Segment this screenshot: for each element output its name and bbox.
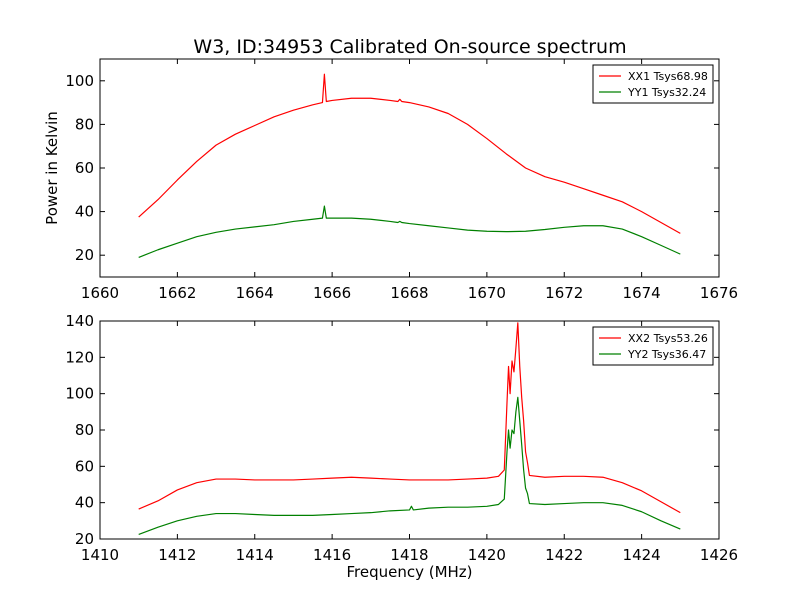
chart0-legend-box [592,64,714,104]
chart0-xtick-label-6: 1672 [545,284,583,302]
chart1-ytick-label-3: 80 [75,421,94,439]
chart0-ytick-label-4: 100 [65,72,94,90]
chart1-ytick-label-5: 120 [65,348,94,366]
chart0-xtick-label-1: 1662 [158,284,196,302]
chart1-xlabel: Frequency (MHz) [346,563,472,581]
chart0-ytick-label-1: 40 [75,203,94,221]
chart1-xtick-label-7: 1424 [623,546,661,564]
chart0-legend-label-1: YY1 Tsys32.24 [627,86,706,99]
chart0-ytick-label-3: 80 [75,115,94,133]
chart1-xtick-label-4: 1418 [390,546,428,564]
chart1-ytick-label-0: 20 [75,530,94,548]
chart1-xtick-label-6: 1422 [545,546,583,564]
bottom-spectrum-panel: 1410 1412 1414 1416 1418 1420 1422 1424 1426 20 40… [65,312,738,581]
chart0-xtick-label-8: 1676 [700,284,738,302]
chart1-ytick-label-2: 60 [75,457,94,475]
chart0-series-0-line [138,73,681,234]
chart1-ytick-label-6: 140 [65,312,94,330]
chart1-legend-label-0: XX2 Tsys53.26 [628,332,708,345]
chart1-xtick-label-0: 1410 [81,546,119,564]
chart0-xtick-label-5: 1670 [468,284,506,302]
chart1-xtick-label-3: 1416 [313,546,351,564]
chart1-xtick-label-1: 1412 [158,546,196,564]
chart1-xtick-label-5: 1420 [468,546,506,564]
chart0-xtick-label-3: 1666 [313,284,351,302]
chart0-series-1-line [138,205,681,258]
chart1-legend-box [592,326,714,366]
chart0-ylabel: Power in Kelvin [43,111,61,225]
chart0-xtick-label-0: 1660 [81,284,119,302]
chart1-series-0-line [138,322,681,514]
chart0-legend-label-0: XX1 Tsys68.98 [628,70,708,83]
figure-title: W3, ID:34953 Calibrated On-source spectr… [193,36,626,58]
chart0-xtick-label-4: 1668 [390,284,428,302]
chart1-legend-label-1: YY2 Tsys36.47 [627,348,706,361]
chart1-xtick-label-2: 1414 [236,546,274,564]
chart1-xtick-label-8: 1426 [700,546,738,564]
chart0-xtick-label-2: 1664 [236,284,274,302]
chart0-ytick-label-2: 60 [75,159,94,177]
chart1-ytick-label-1: 40 [75,494,94,512]
chart0-ytick-label-0: 20 [75,246,94,264]
chart0-xtick-label-7: 1674 [623,284,661,302]
chart1-ytick-label-4: 100 [65,385,94,403]
chart1-series-1-line [138,396,681,536]
top-spectrum-panel: 1660 1662 1664 1666 1668 1670 1672 1674 1676 20 40… [43,58,738,302]
